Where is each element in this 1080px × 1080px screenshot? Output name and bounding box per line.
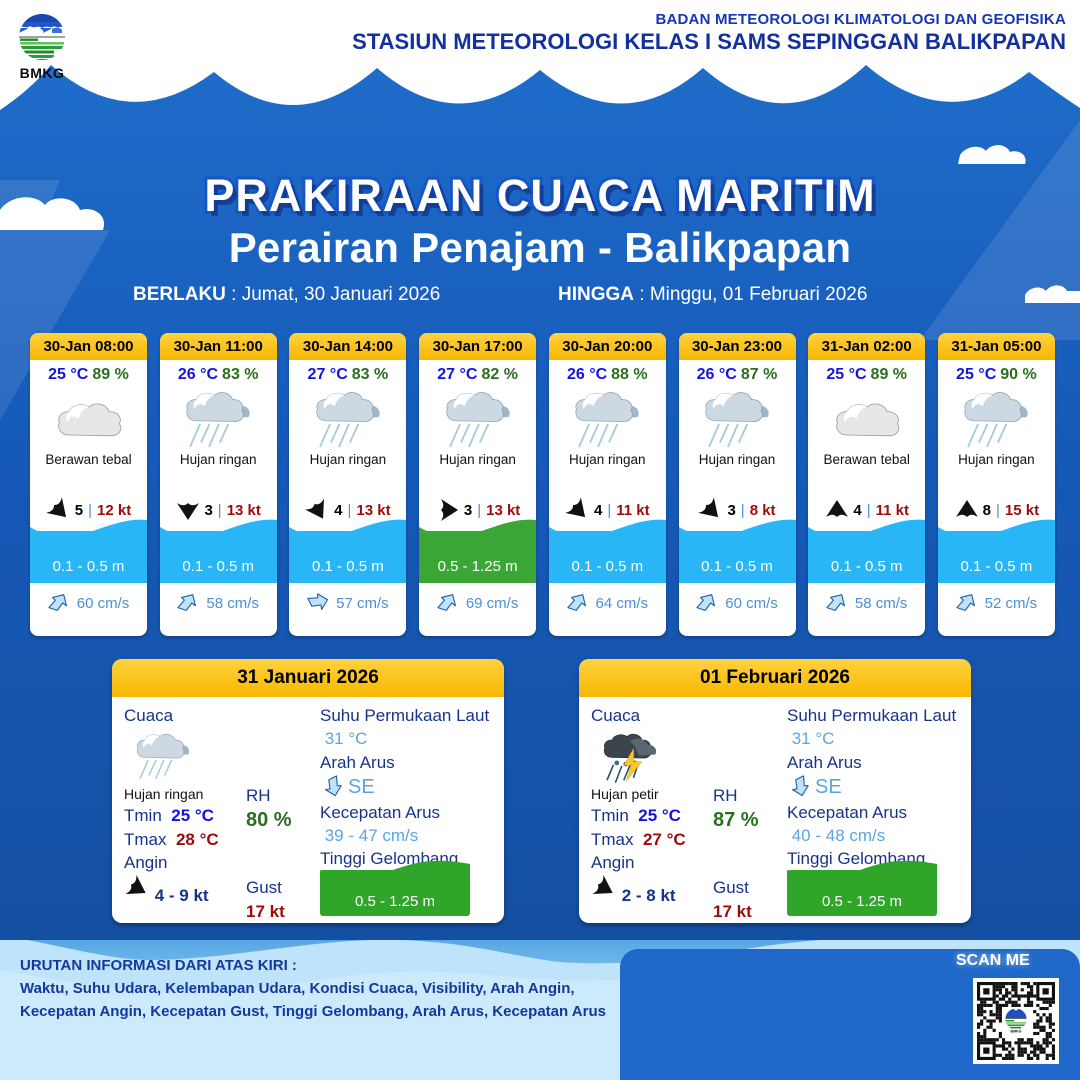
svg-text:BMKG: BMKG (20, 65, 65, 81)
svg-text:BMKG: BMKG (1011, 1030, 1022, 1034)
